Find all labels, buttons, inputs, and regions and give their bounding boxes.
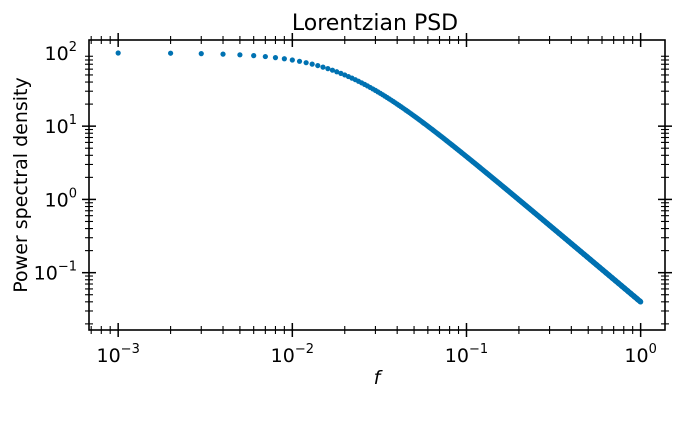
y-tick-label: 100 [45, 186, 77, 211]
data-point [237, 52, 243, 58]
x-tick-label: 100 [624, 342, 656, 367]
data-point [168, 50, 174, 56]
x-tick-label: 10−3 [96, 342, 139, 367]
data-point [220, 51, 226, 57]
data-point [198, 51, 204, 57]
y-tick-label: 102 [45, 40, 77, 65]
y-tick-label: 10−1 [34, 260, 77, 285]
data-point [251, 53, 257, 59]
axis-ticks [82, 33, 672, 337]
data-point [289, 57, 295, 63]
data-point [115, 50, 121, 56]
tick-labels: 10−3 10−2 10−1 100 10−1 100 101 102 [34, 40, 657, 367]
data-point [296, 58, 303, 64]
chart-title: Lorentzian PSD [292, 11, 458, 36]
data-point [281, 56, 287, 62]
data-point [309, 61, 315, 67]
data-points [115, 50, 644, 305]
y-axis-label: Power spectral density [10, 77, 32, 292]
data-point [320, 64, 326, 70]
data-point [334, 69, 340, 75]
x-tick-label: 10−2 [271, 342, 314, 367]
data-point [262, 53, 268, 60]
data-point [638, 299, 644, 305]
data-point [272, 55, 279, 61]
data-point [303, 60, 309, 66]
data-point [329, 67, 336, 73]
plot-frame [88, 39, 666, 331]
x-axis-label: f [374, 367, 384, 389]
x-tick-label: 10−1 [445, 342, 488, 367]
data-point [315, 62, 321, 69]
data-point [325, 66, 331, 72]
y-tick-label: 101 [45, 113, 77, 138]
